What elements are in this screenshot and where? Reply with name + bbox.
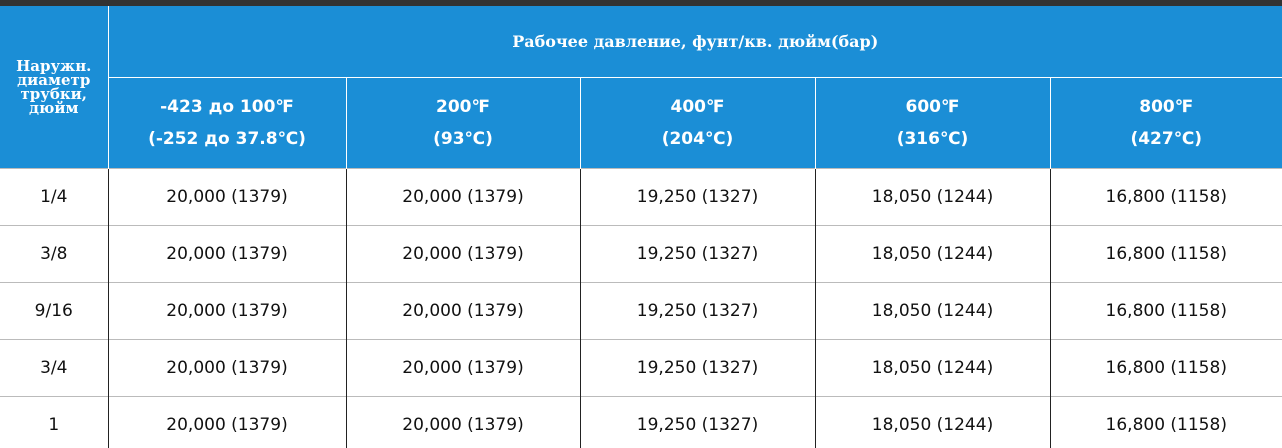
column-header-line: 200℉ [436,97,490,117]
column-header-line: (427℃) [1130,129,1203,149]
pressure-cell: 16,800 (1158) [1049,225,1282,283]
pressure-cell: 20,000 (1379) [345,282,580,340]
column-header-line: 800℉ [1139,97,1194,117]
pressure-cell: 18,050 (1244) [814,168,1050,226]
pressure-cell: 18,050 (1244) [814,225,1050,283]
pressure-cell: 20,000 (1379) [107,282,346,340]
data-row: 3/4 20,000 (1379) 20,000 (1379) 19,250 (132… [0,339,1282,397]
column-header-line: (204℃) [661,129,734,149]
tube-size: 1 [0,396,108,448]
subheader-row: -423 до 100℉ (-252 до 37.8℃) 200℉ (93℃) 400℉… [0,77,1282,169]
pressure-cell: 20,000 (1379) [107,339,346,397]
pressure-cell: 20,000 (1379) [345,339,580,397]
column-header: -423 до 100℉ (-252 до 37.8℃) [107,77,346,169]
pressure-cell: 16,800 (1158) [1049,396,1282,448]
header-row: Наружн. диаметр трубки, дюйм Рабочее давл… [0,6,1282,169]
pressure-cell: 16,800 (1158) [1049,339,1282,397]
pressure-cell: 19,250 (1327) [579,339,815,397]
column-header-line: -423 до 100℉ [160,97,294,117]
pressure-cell: 20,000 (1379) [107,168,346,226]
data-row: 1/4 20,000 (1379) 20,000 (1379) 19,250 (132… [0,168,1282,226]
tube-size: 9/16 [0,282,108,340]
pressure-cell: 16,800 (1158) [1049,168,1282,226]
pressure-cell: 18,050 (1244) [814,339,1050,397]
pressure-cell: 18,050 (1244) [814,396,1050,448]
pressure-cell: 19,250 (1327) [579,225,815,283]
column-header-line: (93℃) [433,129,493,149]
column-header-line: 400℉ [670,97,725,117]
row-header: Наружн. диаметр трубки, дюйм [0,6,109,169]
tube-size: 3/8 [0,225,108,283]
pressure-cell: 18,050 (1244) [814,282,1050,340]
pressure-cell: 19,250 (1327) [579,282,815,340]
pressure-cell: 20,000 (1379) [107,396,346,448]
column-header: 400℉ (204℃) [579,77,815,169]
column-header-line: 600℉ [905,97,960,117]
tube-size: 3/4 [0,339,108,397]
column-header: 600℉ (316℃) [814,77,1050,169]
pressure-cell: 20,000 (1379) [345,225,580,283]
pressure-cell: 16,800 (1158) [1049,282,1282,340]
column-header-line: (316℃) [896,129,969,149]
data-row: 1 20,000 (1379) 20,000 (1379) 19,250 (1327)… [0,396,1282,448]
data-row: 3/8 20,000 (1379) 20,000 (1379) 19,250 (132… [0,225,1282,283]
data-row: 9/16 20,000 (1379) 20,000 (1379) 19,250 (13… [0,282,1282,340]
tube-size: 1/4 [0,168,108,226]
column-header: 800℉ (427℃) [1049,77,1282,169]
pressure-table: Наружн. диаметр трубки, дюйм Рабочее давл… [0,6,1282,448]
pressure-cell: 20,000 (1379) [345,396,580,448]
pressure-cell: 20,000 (1379) [345,168,580,226]
column-header: 200℉ (93℃) [345,77,580,169]
column-header-line: (-252 до 37.8℃) [148,129,306,149]
group-header: Рабочее давление, фунт/кв. дюйм(бар) [108,6,1282,78]
pressure-cell: 20,000 (1379) [107,225,346,283]
pressure-cell: 19,250 (1327) [579,168,815,226]
pressure-cell: 19,250 (1327) [579,396,815,448]
